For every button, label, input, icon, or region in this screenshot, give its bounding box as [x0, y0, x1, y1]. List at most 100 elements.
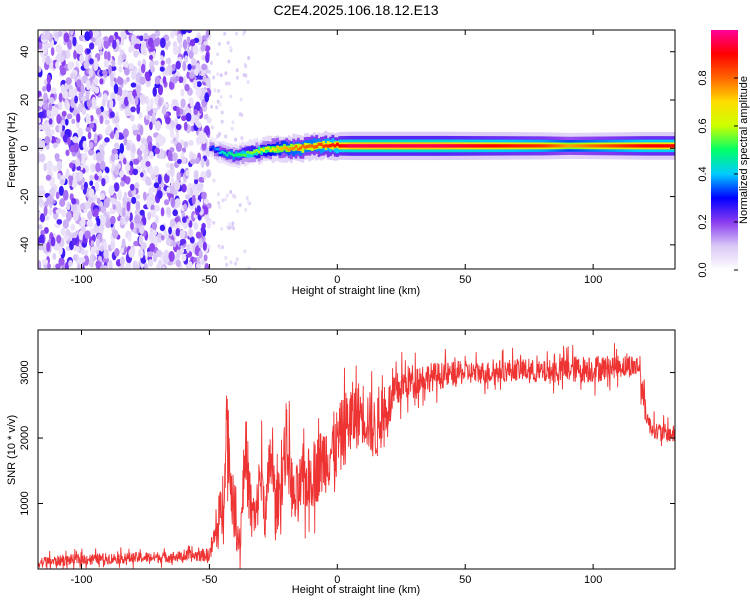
noise-speckle — [70, 223, 76, 231]
noise-speckle — [119, 142, 125, 154]
noise-speckle — [176, 106, 181, 118]
snr-xtick-label: -100 — [70, 574, 92, 586]
ridge-cell — [531, 144, 535, 148]
noise-speckle — [181, 183, 187, 193]
ridge-cell — [474, 144, 477, 148]
noise-speckle — [118, 265, 125, 269]
noise-speckle — [70, 72, 76, 79]
noise-speckle — [86, 220, 91, 227]
noise-speckle — [129, 212, 133, 223]
ridge-cell — [458, 144, 461, 148]
noise-speckle — [142, 191, 147, 201]
ridge-cell — [494, 144, 498, 148]
ridge-cell — [278, 147, 282, 151]
ridge-cell — [506, 144, 510, 148]
noise-speckle — [128, 46, 133, 53]
ridge-cell — [513, 144, 517, 148]
noise-speckle — [109, 111, 115, 118]
noise-speckle — [105, 167, 110, 174]
ridge-cell — [365, 144, 369, 148]
noise-speckle — [132, 124, 137, 131]
ridge-cell — [577, 144, 581, 148]
noise-speckle — [38, 96, 44, 106]
noise-speckle — [70, 97, 75, 109]
noise-speckle — [111, 59, 116, 67]
noise-speckle — [86, 99, 93, 108]
ridge-cell — [301, 144, 305, 148]
spectrogram-ytick-label: 20 — [19, 94, 31, 106]
noise-speckle — [52, 252, 57, 261]
noise-speckle — [157, 174, 162, 185]
noise-speckle — [119, 134, 125, 140]
noise-speckle — [108, 185, 115, 196]
noise-speckle — [138, 234, 144, 246]
ridge-cell — [451, 144, 454, 148]
noise-speckle — [113, 83, 119, 94]
noise-speckle — [205, 78, 211, 87]
noise-speckle — [229, 45, 233, 50]
ridge-cell — [520, 144, 524, 148]
noise-speckle — [220, 119, 224, 124]
noise-speckle — [224, 134, 228, 139]
noise-speckle — [127, 233, 132, 242]
noise-speckle — [56, 218, 63, 225]
ridge-cell — [269, 148, 273, 152]
noise-speckle — [188, 97, 193, 104]
ridge-cell — [296, 143, 300, 151]
noise-speckle — [119, 77, 124, 86]
noise-speckle — [60, 67, 67, 76]
noise-speckle — [134, 214, 141, 224]
noise-speckle — [117, 216, 121, 222]
noise-speckle — [198, 176, 204, 183]
ridge-cell — [315, 144, 319, 149]
ridge-cell — [253, 150, 256, 154]
noise-speckle — [55, 263, 61, 269]
noise-speckle — [120, 180, 126, 187]
noise-speckle — [38, 66, 42, 73]
noise-speckle — [188, 228, 193, 238]
ridge-cell — [584, 144, 588, 148]
noise-speckle — [161, 265, 166, 269]
noise-speckle — [58, 257, 65, 266]
noise-speckle — [42, 85, 47, 92]
ridge-cell — [375, 144, 378, 148]
ridge-cell — [430, 144, 434, 148]
noise-speckle — [135, 200, 141, 212]
noise-speckle — [66, 137, 71, 146]
noise-speckle — [151, 221, 158, 230]
snr-ytick-label: 1000 — [19, 491, 31, 515]
spectrogram-ticks: -100 -50 0 50 100 -40 -20 0 20 40 — [19, 30, 675, 286]
noise-speckle — [191, 58, 197, 66]
noise-speckle — [89, 114, 94, 122]
noise-speckle — [225, 262, 229, 267]
noise-speckle — [147, 141, 153, 152]
ridge-cell — [653, 144, 657, 148]
ridge-cell — [441, 144, 445, 148]
noise-speckle — [71, 198, 77, 205]
noise-speckle — [149, 242, 156, 252]
noise-speckle — [151, 229, 157, 237]
ridge-cell — [299, 146, 302, 150]
noise-speckle — [53, 243, 60, 251]
noise-speckle — [72, 254, 78, 262]
noise-speckle — [111, 229, 119, 239]
noise-speckle — [64, 262, 69, 269]
noise-speckle — [89, 122, 95, 129]
ridge-cell — [289, 147, 293, 151]
noise-speckle — [65, 102, 71, 111]
noise-speckle — [78, 230, 84, 241]
noise-speckle — [185, 194, 191, 200]
noise-speckle — [101, 215, 107, 226]
snr-panel: -100 -50 0 50 100 1000 2000 3000 Height of stra… — [6, 329, 676, 596]
noise-speckle — [95, 238, 101, 248]
noise-speckle — [224, 255, 228, 260]
noise-speckle — [154, 120, 162, 131]
noise-speckle — [38, 111, 45, 118]
noise-speckle — [99, 115, 104, 125]
noise-speckle — [229, 94, 233, 99]
noise-speckle — [191, 64, 196, 70]
noise-speckle — [135, 194, 141, 200]
noise-speckle — [171, 99, 178, 105]
noise-speckle — [85, 115, 91, 124]
noise-speckle — [224, 197, 228, 202]
